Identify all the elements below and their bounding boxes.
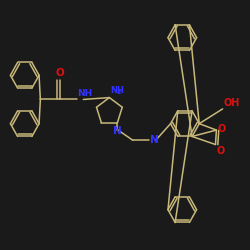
Text: N: N — [113, 126, 122, 136]
Text: O: O — [218, 124, 226, 134]
Text: O: O — [56, 68, 64, 78]
Text: OH: OH — [224, 98, 240, 108]
Text: NH: NH — [110, 86, 124, 95]
Text: NH: NH — [77, 89, 92, 98]
Text: O: O — [217, 146, 225, 156]
Text: 2: 2 — [117, 90, 121, 96]
Text: N: N — [150, 135, 159, 145]
